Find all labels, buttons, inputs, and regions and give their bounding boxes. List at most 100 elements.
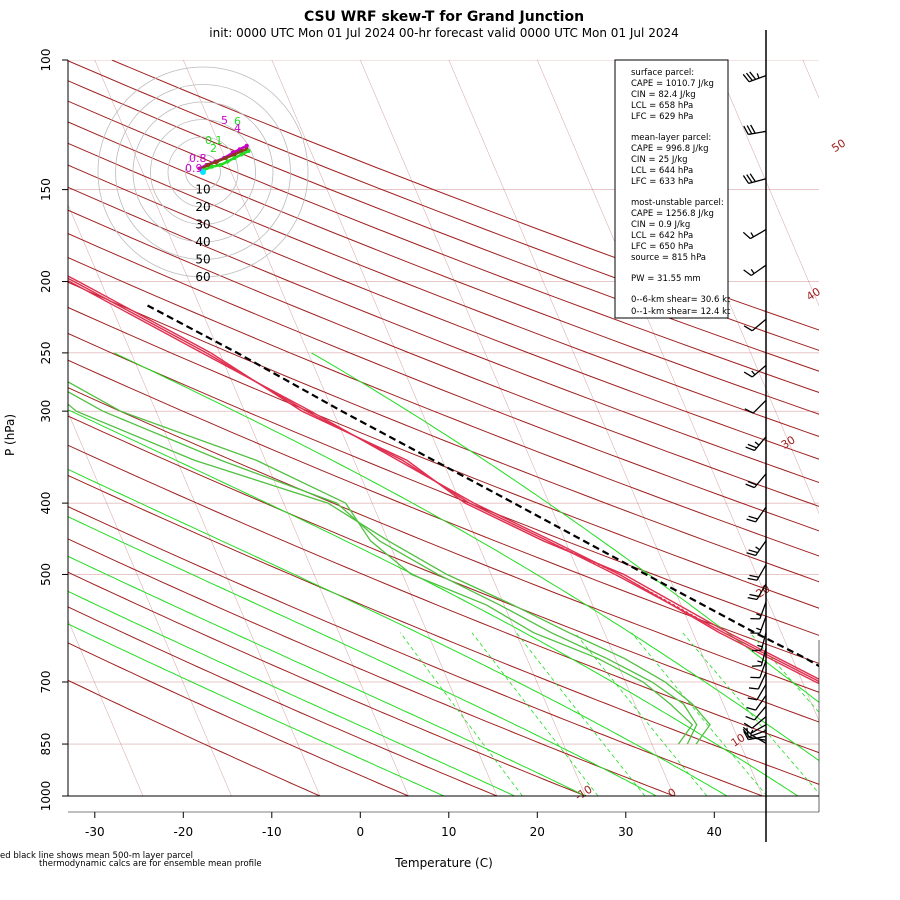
wind-barb-flag (748, 549, 758, 554)
y-tick-label: 500 (39, 563, 53, 586)
precipitable-water: PW = 31.55 mm (631, 274, 701, 284)
hodograph-point (225, 159, 230, 164)
surface-lcl: LCL = 658 hPa (631, 101, 693, 111)
wind-barb (743, 124, 767, 136)
hodograph-point (232, 152, 237, 157)
wind-barb-flag (745, 483, 755, 489)
hodograph-ring-label: 30 (195, 218, 210, 232)
hodograph-ring (185, 154, 221, 190)
mean-parcel-path (145, 303, 819, 668)
wind-barb-half-flag (756, 627, 762, 631)
isotherm-label: 40 (804, 285, 823, 304)
wind-barb-shaft (755, 695, 767, 711)
dry-adiabat (68, 306, 819, 609)
wind-barb-flag (746, 125, 753, 135)
wind-barb-flag (747, 697, 758, 701)
chart-subtitle: init: 0000 UTC Mon 01 Jul 2024 00-hr for… (209, 26, 678, 40)
dry-adiabat (68, 186, 819, 484)
dry-adiabat (68, 642, 409, 796)
hodograph-point-label: 6 (234, 115, 241, 128)
wind-barb-shaft (752, 399, 767, 414)
wind-barb-half-flag (750, 269, 755, 274)
wind-barb-flag (751, 649, 762, 652)
wind-barb-flag (743, 371, 753, 378)
wind-barb (744, 399, 767, 414)
wind-barb-flag (747, 480, 757, 486)
hodograph-ring-label: 60 (195, 270, 210, 284)
mu-cin: CIN = 0.9 J/kg (631, 220, 690, 230)
wind-barb-half-flag (754, 441, 760, 446)
wind-barb-flag (745, 446, 755, 452)
wind-barb (745, 436, 767, 452)
info-box-frame (614, 59, 729, 319)
wind-barb-shaft (759, 660, 767, 678)
wind-barb-shaft (750, 229, 767, 240)
dry-adiabat (68, 281, 819, 583)
wind-barbs (742, 71, 767, 744)
dry-adiabat (68, 474, 819, 785)
mean-cin: CIN = 25 J/kg (631, 155, 688, 165)
dry-adiabat (68, 100, 819, 393)
shear-0-6km: 0--6-km shear= 30.6 kt (631, 295, 731, 305)
hodograph-ring (167, 136, 239, 208)
surface-cin: CIN = 82.4 J/kg (631, 90, 696, 100)
x-tick-label: 20 (530, 825, 545, 839)
wind-barb (745, 705, 767, 721)
isotherm-label: 50 (829, 137, 848, 156)
mean-cape: CAPE = 996.8 J/kg (631, 144, 709, 154)
hodograph-origin-marker (200, 169, 206, 175)
wind-barb-shaft (750, 724, 767, 735)
dry-adiabat (68, 606, 498, 796)
hodograph-point (215, 159, 219, 164)
wind-barb (743, 364, 767, 378)
footnote-thermo: thermodynamic calcs are for ensemble mea… (39, 859, 262, 869)
moist-adiabat (68, 555, 586, 796)
wind-barb-shaft (750, 733, 767, 744)
x-tick-label: -20 (173, 825, 193, 839)
temperature-profile (68, 275, 819, 680)
hodograph-point-label: 0.8 (189, 152, 207, 165)
wind-barb-flag (742, 73, 750, 83)
dewpoint-profile (68, 403, 711, 745)
x-tick-label: 0 (356, 825, 364, 839)
wind-barb-flag (751, 665, 762, 667)
y-tick-label: 200 (39, 270, 53, 293)
isotherm (448, 60, 763, 796)
isotherm (271, 60, 586, 796)
isotherm (68, 204, 321, 796)
dry-adiabat (68, 506, 763, 796)
hodograph-point (218, 163, 223, 167)
hodograph-ring (132, 101, 274, 243)
wind-barb (747, 683, 767, 701)
hodograph-point (246, 149, 251, 153)
wind-barb-flag (749, 593, 759, 598)
wind-barb-flag (743, 269, 752, 277)
y-tick-label: 300 (39, 400, 53, 423)
info-box: surface parcel: CAPE = 1010.7 J/kg CIN =… (614, 59, 731, 319)
mixing-ratio-line (631, 632, 768, 796)
hodograph-point (239, 152, 244, 157)
y-tick-label: 400 (39, 492, 53, 515)
mu-source: source = 815 hPa (631, 253, 706, 263)
wind-barb (747, 583, 767, 601)
x-tick-label: 30 (618, 825, 633, 839)
wind-barb-flag (745, 715, 755, 721)
wind-barb-half-flag (756, 73, 760, 79)
wind-barb (749, 729, 767, 744)
surface-lfc: LFC = 629 hPa (631, 112, 693, 122)
chart-title: CSU WRF skew-T for Grand Junction (304, 9, 584, 25)
wind-barb (746, 695, 767, 711)
hodograph-ring (97, 66, 309, 278)
wind-barb (747, 564, 767, 581)
wind-barb-flag (743, 325, 753, 332)
dry-adiabat (68, 232, 819, 532)
wind-barb (742, 71, 767, 83)
wind-barb-half-flag (751, 370, 756, 376)
hodograph-point-label: 2 (210, 142, 217, 155)
isotherm-label: 30 (779, 433, 798, 452)
mixing-ratio-line (574, 632, 708, 796)
x-axis-label: Temperature (C) (394, 856, 493, 870)
mean-layer-header: mean-layer parcel: (631, 133, 711, 143)
hodograph-point (239, 149, 244, 153)
wind-barb-flag (745, 72, 753, 81)
